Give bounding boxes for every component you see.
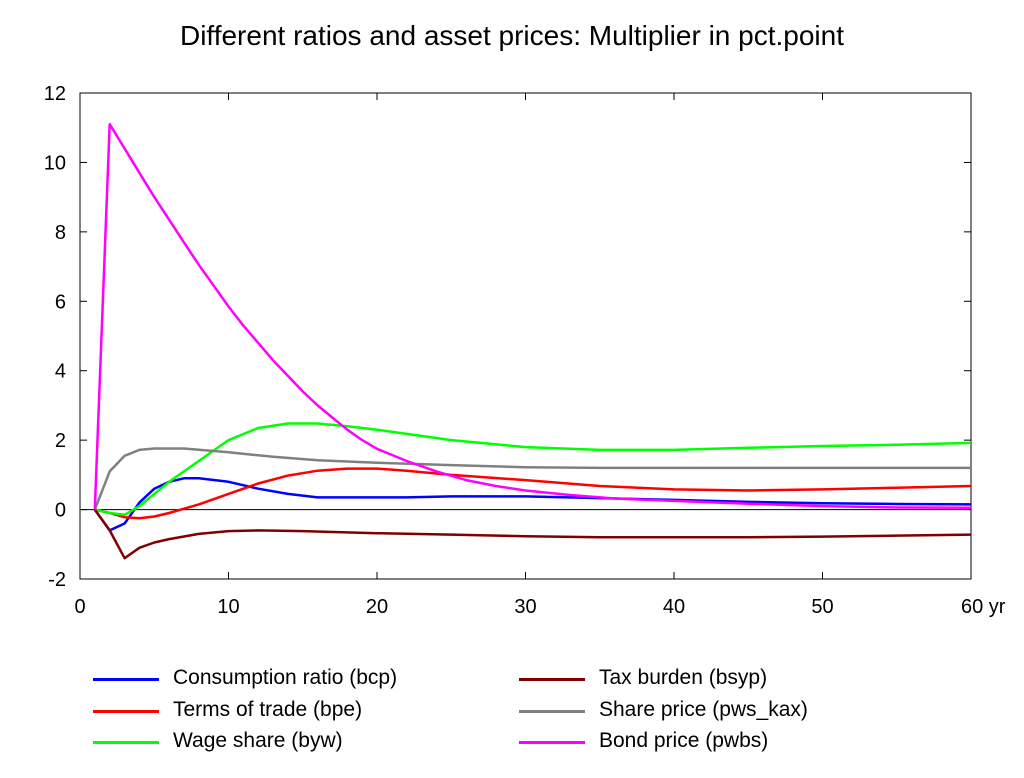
series-line-5 xyxy=(93,122,972,510)
x-tick-label: 30 xyxy=(514,596,536,618)
x-tick-label: 10 xyxy=(217,596,239,618)
series-line-0 xyxy=(93,477,972,532)
y-tick-label: 12 xyxy=(44,83,66,105)
series-line-4 xyxy=(93,447,971,511)
y-tick-label: 4 xyxy=(55,361,66,383)
y-tick-label: 2 xyxy=(55,430,66,452)
y-tick-label: 10 xyxy=(44,152,66,174)
legend-label: Bond price (pwbs) xyxy=(599,729,769,752)
legend-swatch xyxy=(519,678,585,681)
legend-label: Wage share (byw) xyxy=(173,729,343,752)
axes: -2 0 2 4 6 8 10 12 0 10 20 30 40 50 60 yr xyxy=(44,83,1006,618)
legend-label: Share price (pws_kax) xyxy=(599,698,808,721)
y-tick-label: 0 xyxy=(55,500,66,522)
x-tick-label: 20 xyxy=(366,596,388,618)
legend-swatch xyxy=(519,710,585,713)
y-tick-label: -2 xyxy=(48,569,66,591)
series-line-2 xyxy=(94,422,972,517)
legend-label: Terms of trade (bpe) xyxy=(173,698,363,721)
y-tick-label: 6 xyxy=(55,291,66,313)
legend-swatch xyxy=(519,741,585,744)
x-tick-label: 40 xyxy=(663,596,685,618)
legend-swatch xyxy=(93,678,159,681)
legend-label: Tax burden (bsyp) xyxy=(599,666,768,689)
chart-title: Different ratios and asset prices: Multi… xyxy=(179,20,844,51)
y-tick-label: 8 xyxy=(55,222,66,244)
x-tick-label: 0 xyxy=(74,596,85,618)
legend-label: Consumption ratio (bcp) xyxy=(173,666,398,689)
series-line-3 xyxy=(93,508,972,560)
series-lines xyxy=(93,122,972,560)
x-tick-label: 60 yr xyxy=(961,596,1006,618)
legend-swatch xyxy=(93,710,159,713)
series-line-1 xyxy=(94,467,972,520)
legend-swatch xyxy=(93,741,159,744)
x-tick-label: 50 xyxy=(811,596,833,618)
